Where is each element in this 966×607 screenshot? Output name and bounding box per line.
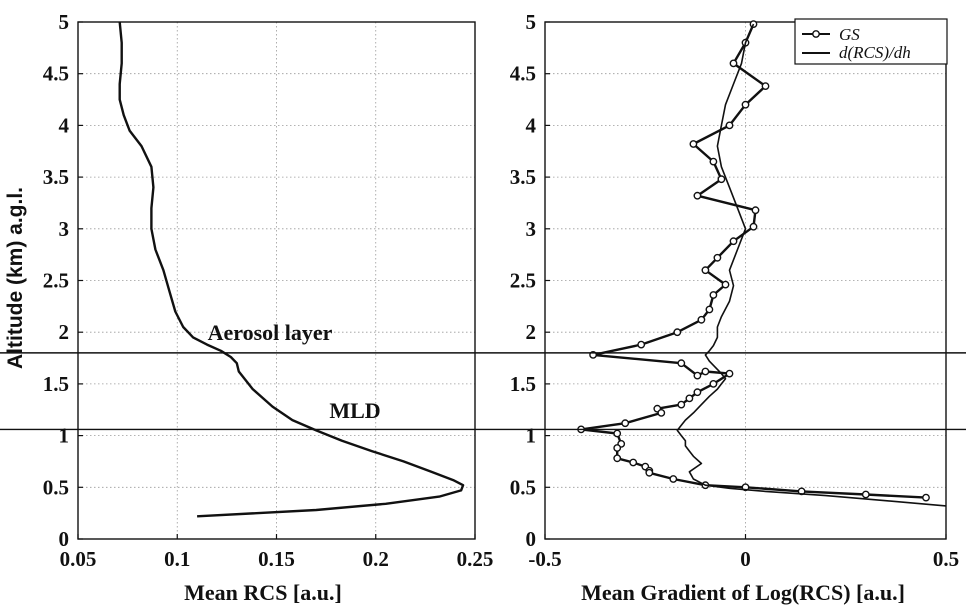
rcs-ytick-label: 3.5 [43,165,69,189]
legend-label-drcs: d(RCS)/dh [839,43,911,62]
series-point-gs [709,291,718,299]
series-point-gs [629,458,638,467]
legend-box [794,18,948,65]
series-point-gs [693,191,702,200]
rcs-plot-frame [77,21,476,540]
series-point-gs [713,253,722,262]
grad-ytick-label: 5 [526,10,537,34]
series-point-gs [613,429,622,438]
series-point-gs [637,340,646,349]
grad-ytick-label: 4 [526,113,537,137]
series-point-gs [677,400,686,409]
series-point-gs [721,280,730,289]
grad-xtick-label: 0.5 [933,547,959,571]
rcs-ytick-label: 5 [59,10,70,34]
rcs-ytick-label: 4.5 [43,62,69,86]
series-point-gs [613,454,622,463]
series-point-gs [751,206,760,215]
legend: GS d(RCS)/dh [794,18,948,65]
grad-ytick-label: 2.5 [510,269,536,293]
rcs-ytick-label: 0 [59,527,70,551]
series-point-gs [749,20,758,28]
series-line-gs [579,23,927,499]
grad-xtick-label: 0 [740,547,751,571]
series-point-gs [729,237,738,246]
legend-marker-gs [812,30,820,38]
series-point-gs [621,419,630,428]
mld-label: MLD [329,398,380,423]
grad-ytick-label: 2 [526,320,537,344]
series-point-gs [861,490,870,499]
series-point-gs [677,359,686,368]
rcs-ytick-label: 4 [59,113,70,137]
y-axis-label: Altitude (km) a.g.l. [4,187,27,369]
rcs-ytick-label: 3 [59,217,70,241]
rcs-ytick-label: 1 [59,424,70,448]
series-point-gs [725,121,734,130]
rcs-xtick-label: 0.2 [363,547,389,571]
series-point-gs [705,305,714,314]
rcs-xtick-label: 0.05 [60,547,97,571]
series-point-gs [729,59,738,68]
x-axis-label-left: Mean RCS [a.u.] [184,580,342,605]
series-point-gs [725,369,734,378]
rcs-panel: 0.05 0.1 0.15 0.2 0.25 0 0.5 1 1.5 2 2.5 3 3.5 4 4.5 5 [43,10,494,571]
series-line-rcs [118,22,465,518]
grad-plot-frame [544,21,947,540]
series-point-gs [697,315,706,324]
series-point-gs [689,140,698,148]
grad-ytick-label: 1.5 [510,372,536,396]
legend-label-gs: GS [839,25,860,44]
rcs-ytick-label: 0.5 [43,475,69,499]
series-point-gs [709,157,718,166]
rcs-xtick-label: 0.15 [258,547,295,571]
series-point-gs [717,175,726,184]
series-point-gs [613,444,622,452]
series-point-gs [693,371,702,380]
series-point-gs [685,394,694,403]
series-point-gs [701,367,710,376]
grad-ytick-label: 3 [526,217,537,241]
series-point-gs [749,222,758,231]
grad-ytick-label: 0.5 [510,475,536,499]
series-point-gs [761,82,770,91]
series-point-gs [645,468,654,477]
grad-ytick-label: 4.5 [510,62,536,86]
series-point-gs [693,388,702,397]
series-point-gs [741,100,750,109]
series-point-gs [922,493,930,502]
series-point-gs [669,475,678,483]
x-axis-label-right: Mean Gradient of Log(RCS) [a.u.] [581,580,905,605]
grad-ytick-label: 0 [526,527,537,551]
grad-xtick-label: -0.5 [528,547,561,571]
gradient-panel: -0.5 0 0.500.511.522.533.544.55 [510,10,959,571]
grad-ytick-label: 3.5 [510,165,536,189]
aerosol-layer-label: Aerosol layer [208,320,333,345]
rcs-xtick-label: 0.25 [457,547,494,571]
rcs-ytick-label: 2 [59,320,70,344]
rcs-ytick-label: 2.5 [43,269,69,293]
rcs-xtick-label: 0.1 [164,547,190,571]
series-point-gs [657,408,666,417]
series-point-gs [709,379,718,388]
series-point-gs [701,266,710,275]
series-line-d-rcs-dh [676,23,946,507]
grad-ytick-label: 1 [526,424,537,448]
series-point-gs [673,328,682,337]
rcs-ytick-label: 1.5 [43,372,69,396]
